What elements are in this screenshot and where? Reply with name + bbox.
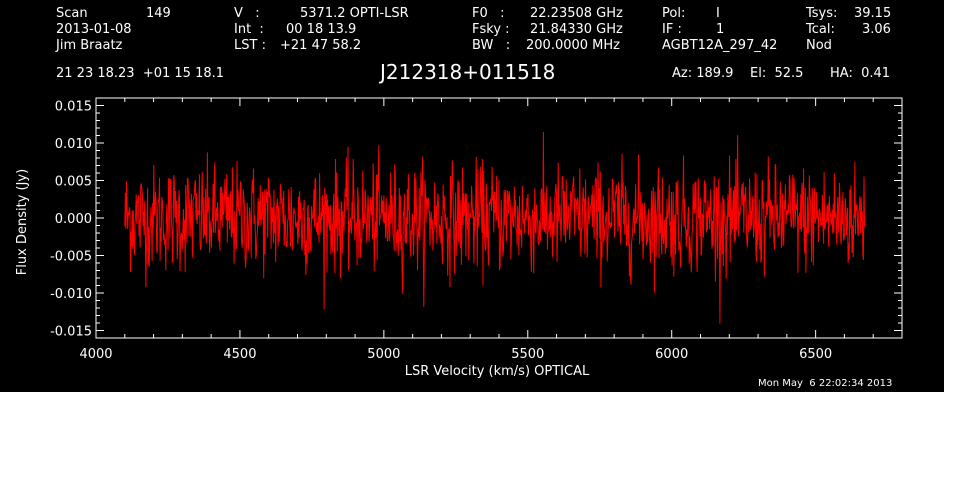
- x-tick-label: 4000: [79, 347, 112, 362]
- x-tick-label: 6000: [655, 347, 688, 362]
- y-tick-label: -0.005: [50, 250, 92, 265]
- f0-label: F0 :: [472, 6, 505, 21]
- mode-text: Nod: [806, 38, 832, 53]
- x-tick-label: 5000: [367, 347, 400, 362]
- observer-text: Jim Braatz: [56, 38, 123, 53]
- fsky-label: Fsky :: [472, 22, 510, 37]
- f0-value: 22.23508 GHz: [530, 6, 623, 21]
- bw-value: 200.0000 MHz: [526, 38, 620, 53]
- pol-value: I: [716, 6, 720, 21]
- tcal-value: 3.06: [862, 22, 891, 37]
- fsky-value: 21.84330 GHz: [530, 22, 623, 37]
- az-text: Az: 189.9: [672, 66, 734, 81]
- int-value: 00 18 13.9: [286, 22, 357, 37]
- x-tick-label: 5500: [511, 347, 544, 362]
- date-text: 2013-01-08: [56, 22, 132, 37]
- axes-group: 4000 4500 5000 5500 6000 6500 -0.015 -0.010 -0.0…: [50, 97, 903, 362]
- y-axis-label: Flux Density (Jy): [15, 169, 30, 275]
- tcal-label: Tcal:: [806, 22, 835, 37]
- bw-label: BW :: [472, 38, 511, 53]
- y-tick-label: 0.000: [55, 212, 92, 227]
- lst-label: LST :: [234, 38, 266, 53]
- y-tick-label: 0.010: [55, 137, 92, 152]
- el-text: El: 52.5: [750, 66, 804, 81]
- if-value: 1: [716, 22, 725, 37]
- x-tick-label: 6500: [799, 347, 832, 362]
- scan-label: Scan: [56, 6, 88, 21]
- chart-title: J212318+011518: [380, 60, 556, 84]
- int-label: Int :: [234, 22, 264, 37]
- tsys-label: Tsys:: [806, 6, 838, 21]
- y-tick-label: 0.005: [55, 175, 92, 190]
- lst-value: +21 47 58.2: [280, 38, 362, 53]
- spectrum-chart: 4000 4500 5000 5500 6000 6500 -0.015 -0.010 -0.0…: [15, 97, 903, 379]
- ha-text: HA: 0.41: [830, 66, 891, 81]
- scan-value: 149: [146, 6, 171, 21]
- project-text: AGBT12A_297_42: [662, 38, 778, 53]
- y-tick-label: -0.015: [50, 325, 92, 340]
- y-tick-label: -0.010: [50, 287, 92, 302]
- tsys-value: 39.15: [854, 6, 892, 21]
- coords-text: 21 23 18.23 +01 15 18.1: [56, 66, 225, 81]
- plot-panel: Scan 149 2013-01-08 Jim Braatz V : 5371.…: [0, 0, 944, 392]
- if-label: IF :: [662, 22, 682, 37]
- spectrum-series-line: [124, 131, 866, 324]
- x-axis-label: LSR Velocity (km/s) OPTICAL: [405, 364, 590, 379]
- velocity-value: 5371.2 OPTI-LSR: [300, 6, 409, 21]
- spectrum-trace-group: [124, 131, 866, 324]
- x-tick-label: 4500: [223, 347, 256, 362]
- timestamp-text: Mon May 6 22:02:34 2013: [758, 378, 893, 389]
- y-tick-label: 0.015: [55, 100, 92, 115]
- velocity-label: V :: [234, 6, 260, 21]
- pol-label: Pol:: [662, 6, 686, 21]
